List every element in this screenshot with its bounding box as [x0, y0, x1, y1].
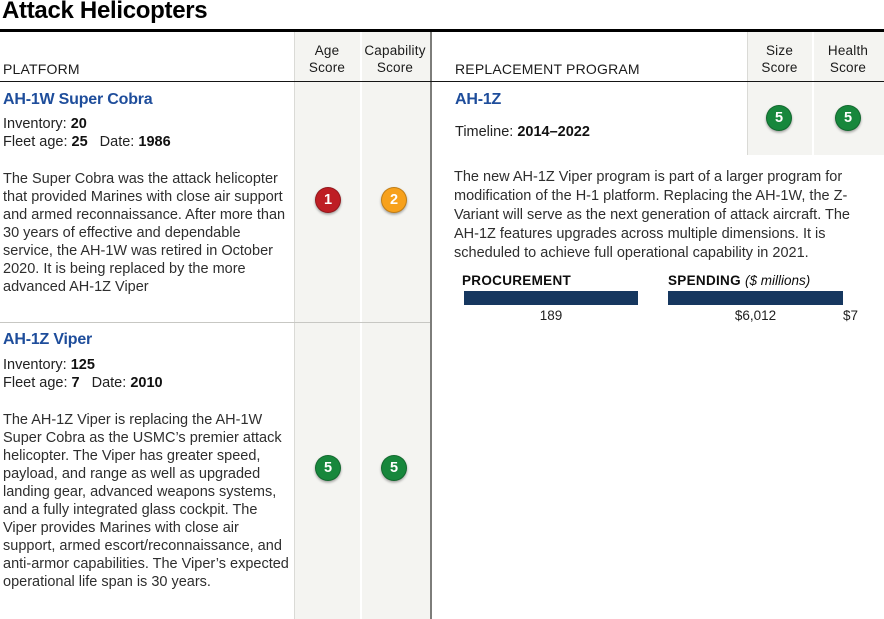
- date-label: Date:: [91, 375, 127, 391]
- right-score-columns-background: [747, 32, 884, 155]
- size-score-value: 5: [774, 110, 784, 126]
- capability-score-value: 2: [389, 192, 399, 208]
- column-header-capability-score: Capability Score: [364, 43, 426, 75]
- column-border: [294, 32, 295, 619]
- replacement-program-name: AH-1Z: [455, 91, 502, 108]
- section-divider: [430, 32, 432, 619]
- inventory-value: 125: [70, 357, 95, 373]
- fleet-age-line: Fleet age: 7 Date: 2010: [3, 375, 163, 391]
- health-score-badge: 5: [835, 105, 861, 131]
- capability-score-badge: 5: [381, 455, 407, 481]
- capability-score-badge: 2: [381, 187, 407, 213]
- spending-title-text: SPENDING: [668, 273, 741, 288]
- age-score-value: 5: [323, 460, 333, 476]
- health-score-value: 5: [843, 110, 853, 126]
- size-score-badge: 5: [766, 105, 792, 131]
- fleet-age-line: Fleet age: 25 Date: 1986: [3, 134, 171, 150]
- column-header-size-score: Size Score: [761, 43, 798, 75]
- timeline-line: Timeline: 2014–2022: [455, 124, 590, 140]
- left-score-columns-background: [294, 32, 430, 619]
- platform-name: AH-1Z Viper: [3, 331, 93, 348]
- procurement-value: 189: [539, 308, 563, 323]
- procurement-bar: [464, 291, 638, 305]
- capability-score-value: 5: [389, 460, 399, 476]
- procurement-chart-title: PROCUREMENT: [462, 273, 572, 288]
- spending-value-remaining: $7: [842, 308, 858, 323]
- age-score-badge: 1: [315, 187, 341, 213]
- platform-description: The Super Cobra was the attack helicopte…: [3, 171, 286, 295]
- inventory-line: Inventory: 20: [3, 116, 87, 132]
- date-label: Date:: [99, 134, 135, 150]
- date-value: 2010: [130, 375, 163, 391]
- fleet-age-value: 7: [71, 375, 80, 391]
- inventory-label: Inventory:: [3, 116, 67, 132]
- fleet-age-value: 25: [71, 134, 88, 150]
- column-border: [360, 32, 362, 619]
- page-title: Attack Helicopters: [2, 0, 208, 24]
- spending-units-label: ($ millions): [744, 273, 811, 288]
- replacement-description: The new AH-1Z Viper program is part of a…: [454, 169, 850, 261]
- inventory-value: 20: [70, 116, 87, 132]
- column-header-replacement-program: REPLACEMENT PROGRAM: [455, 61, 640, 77]
- fleet-age-label: Fleet age:: [3, 375, 68, 391]
- timeline-value: 2014–2022: [517, 124, 590, 140]
- spending-bar: [668, 291, 843, 305]
- column-border: [747, 32, 748, 155]
- date-value: 1986: [138, 134, 171, 150]
- column-border: [812, 32, 814, 155]
- platform-description: The AH-1Z Viper is replacing the AH-1W S…: [3, 412, 289, 590]
- column-header-platform: PLATFORM: [3, 61, 80, 77]
- age-score-badge: 5: [315, 455, 341, 481]
- inventory-label: Inventory:: [3, 357, 67, 373]
- column-header-age-score: Age Score: [308, 43, 346, 75]
- spending-value-total: $6,012: [734, 308, 777, 323]
- column-header-health-score: Health Score: [827, 43, 869, 75]
- title-rule: [0, 29, 884, 32]
- header-rule: [0, 81, 884, 83]
- timeline-label: Timeline:: [455, 124, 514, 140]
- row-divider: [0, 322, 430, 323]
- inventory-line: Inventory: 125: [3, 357, 95, 373]
- fleet-age-label: Fleet age:: [3, 134, 68, 150]
- age-score-value: 1: [323, 192, 333, 208]
- spending-chart-title: SPENDING ($ millions): [668, 273, 810, 288]
- platform-name: AH-1W Super Cobra: [3, 91, 153, 108]
